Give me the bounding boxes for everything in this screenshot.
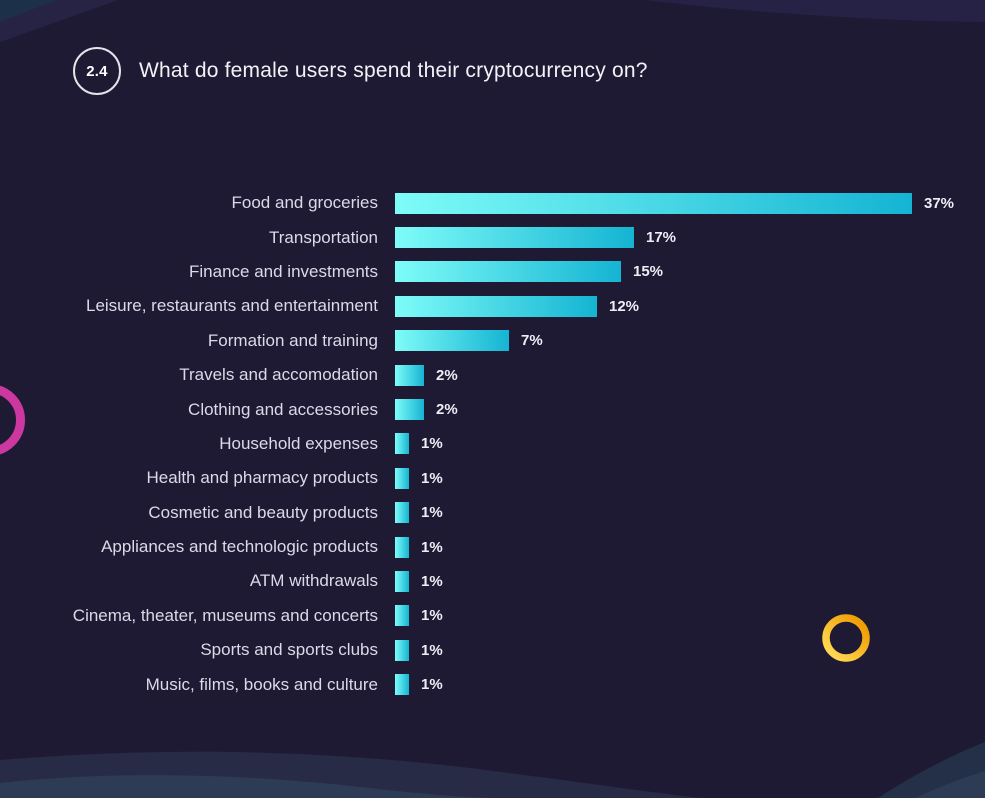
bar [395, 330, 509, 352]
bar [395, 536, 409, 558]
value-label: 1% [421, 641, 443, 659]
section-number-badge: 2.4 [73, 47, 121, 95]
value-label: 1% [421, 676, 443, 694]
page-title: What do female users spend their cryptoc… [139, 59, 648, 82]
category-label: Transportation [269, 227, 378, 247]
value-label: 1% [421, 469, 443, 487]
bar-chart: Food and groceries 37% Transportation 17… [0, 186, 985, 702]
category-label: Clothing and accessories [188, 399, 378, 419]
category-label: Food and groceries [231, 193, 378, 213]
bar [395, 227, 634, 249]
value-label: 1% [421, 504, 443, 522]
chart-row: Cosmetic and beauty products 1% [0, 496, 985, 530]
category-label: Health and pharmacy products [146, 468, 378, 488]
top-left-corner-shape [0, 0, 56, 22]
bar [395, 639, 409, 661]
header: 2.4 What do female users spend their cry… [73, 47, 648, 95]
bar [395, 261, 621, 283]
bar [395, 295, 597, 317]
bar [395, 605, 409, 627]
chart-row: Cinema, theater, museums and concerts 1% [0, 599, 985, 633]
chart-row: Music, films, books and culture 1% [0, 667, 985, 701]
value-label: 2% [436, 401, 458, 419]
bottom-wave-2-shape [0, 775, 490, 798]
value-label: 15% [633, 263, 664, 281]
value-label: 1% [421, 572, 443, 590]
category-label: Household expenses [219, 433, 378, 453]
category-label: Travels and accomodation [179, 365, 378, 385]
bar [395, 570, 409, 592]
bottom-wave-decoration [0, 742, 985, 798]
chart-row: Health and pharmacy products 1% [0, 461, 985, 495]
value-label: 1% [421, 607, 443, 625]
value-label: 37% [924, 194, 955, 212]
bar [395, 364, 424, 386]
chart-row: Sports and sports clubs 1% [0, 633, 985, 667]
value-label: 2% [436, 366, 458, 384]
chart-row: ATM withdrawals 1% [0, 564, 985, 598]
chart-row: Clothing and accessories 2% [0, 392, 985, 426]
chart-row: Household expenses 1% [0, 427, 985, 461]
bottom-wave-1-shape [0, 751, 700, 798]
chart-row: Food and groceries 37% [0, 186, 985, 220]
category-label: Cosmetic and beauty products [148, 502, 378, 522]
bar [395, 502, 409, 524]
chart-row: Travels and accomodation 2% [0, 358, 985, 392]
bar [395, 399, 424, 421]
chart-row: Formation and training 7% [0, 324, 985, 358]
category-label: Cinema, theater, museums and concerts [72, 605, 378, 625]
top-right-band-shape [645, 0, 985, 22]
female-symbol-svg [802, 614, 870, 682]
chart-row: Leisure, restaurants and entertainment 1… [0, 289, 985, 323]
category-label: Music, films, books and culture [145, 674, 378, 694]
category-label: Leisure, restaurants and entertainment [85, 296, 378, 316]
chart-row: Appliances and technologic products 1% [0, 530, 985, 564]
bar [395, 192, 912, 214]
top-left-band-shape [0, 0, 118, 42]
chart-row: Finance and investments 15% [0, 255, 985, 289]
top-right-corner-decoration [645, 0, 985, 22]
bar [395, 674, 409, 696]
value-label: 1% [421, 435, 443, 453]
female-symbol-icon [794, 606, 874, 699]
chart-row: Transportation 17% [0, 220, 985, 254]
value-label: 12% [609, 297, 640, 315]
category-label: Formation and training [207, 330, 378, 350]
category-label: Sports and sports clubs [200, 640, 378, 660]
category-label: Appliances and technologic products [101, 537, 378, 557]
value-label: 1% [421, 538, 443, 556]
female-symbol-crossbar [802, 652, 832, 682]
category-label: Finance and investments [189, 261, 378, 281]
value-label: 7% [521, 332, 543, 350]
bar [395, 433, 409, 455]
value-label: 17% [646, 229, 677, 247]
bar [395, 467, 409, 489]
category-label: ATM withdrawals [249, 571, 378, 591]
bottom-right-band-1-shape [878, 742, 985, 798]
section-number: 2.4 [86, 62, 108, 80]
bottom-right-band-2-shape [916, 771, 985, 798]
